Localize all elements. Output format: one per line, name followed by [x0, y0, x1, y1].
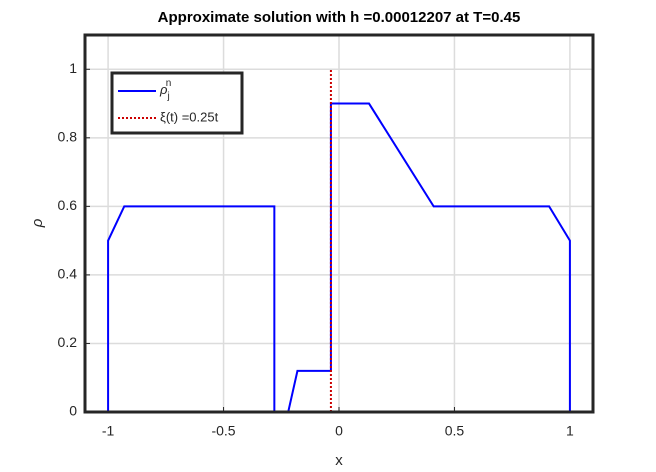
y-tick-label: 0.2 [58, 334, 78, 350]
y-axis-label: ρ [29, 218, 46, 228]
y-tick-label: 0.4 [58, 266, 78, 282]
legend-label: ρjn [159, 78, 171, 102]
legend-label-sub: j [166, 91, 169, 102]
axes-box [83, 33, 595, 414]
x-tick-label: 1 [566, 423, 574, 439]
y-tick-label: 0 [69, 403, 77, 419]
data-line [107, 102, 571, 413]
y-tick-label: 1 [69, 60, 77, 76]
x-tick-label: -1 [102, 423, 115, 439]
legend-label: ξ(t) =0.25t [160, 109, 219, 124]
x-axis-label: x [335, 452, 343, 469]
y-tick-label: 0.8 [58, 129, 78, 145]
legend-label-base: ρ [159, 82, 168, 97]
chart-title: Approximate solution with h =0.00012207 … [158, 9, 521, 26]
x-tick-label: 0 [335, 423, 343, 439]
legend-box [110, 71, 244, 135]
legend-label-sup: n [166, 78, 172, 89]
x-tick-label: 0.5 [445, 423, 465, 439]
x-tick-label: -0.5 [211, 423, 235, 439]
y-tick-label: 0.6 [58, 197, 78, 213]
